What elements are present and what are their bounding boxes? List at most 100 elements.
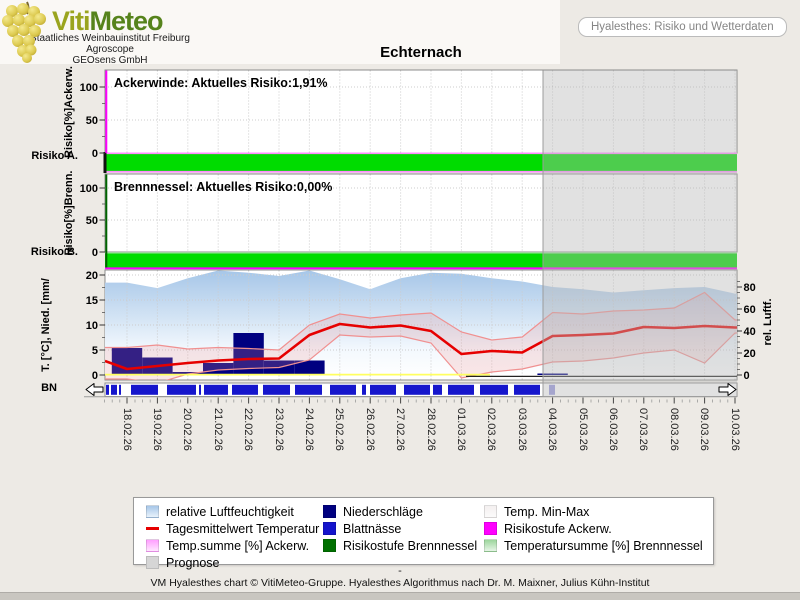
legend-column: Temp. Min-Max Risikostufe Ackerw. Temperat… xyxy=(484,503,703,554)
leaf-wetness-segment xyxy=(480,384,508,395)
logo-subtitle-block: Staatliches Weinbauinstitut Freiburg Agr… xyxy=(26,34,194,67)
temp-mean-line xyxy=(105,322,737,371)
legend-item: Tagesmittelwert Temperatur xyxy=(146,520,319,537)
svg-text:0: 0 xyxy=(92,370,98,382)
ackerwinde-chart-title: Ackerwinde: Aktuelles Risiko:1,91% xyxy=(114,76,328,90)
legend-item-label: relative Luftfeuchtigkeit xyxy=(166,504,294,519)
scroll-left-arrow[interactable] xyxy=(85,383,104,396)
leaf-wetness-segment xyxy=(106,384,109,395)
leaf-wetness-segment xyxy=(131,384,158,395)
pink-gradient-swatch-icon xyxy=(146,539,159,552)
legend-item: Temp. Min-Max xyxy=(484,503,703,520)
date-label: 07.03.26 xyxy=(637,408,650,451)
legend-item-label: Prognose xyxy=(166,555,220,570)
navy-swatch-icon xyxy=(323,505,336,518)
svg-text:40: 40 xyxy=(744,326,756,338)
legend-item: relative Luftfeuchtigkeit xyxy=(146,503,319,520)
svg-text:60: 60 xyxy=(744,304,756,316)
blue-swatch-icon xyxy=(323,522,336,535)
legend-item-label: Tagesmittelwert Temperatur xyxy=(166,521,320,536)
date-label: 22.02.26 xyxy=(242,408,255,451)
humidity-swatch-icon xyxy=(146,505,159,518)
app-logo-title: VitiMeteo xyxy=(52,6,164,37)
date-label: 19.02.26 xyxy=(150,408,163,451)
svg-text:100: 100 xyxy=(80,183,98,195)
scroll-right-arrow[interactable] xyxy=(718,383,737,396)
date-label: 21.02.26 xyxy=(211,408,224,451)
date-label: 27.02.26 xyxy=(394,408,407,451)
date-label: 02.03.26 xyxy=(485,408,498,451)
legend-item-label: Risikostufe Ackerw. xyxy=(504,521,612,536)
leaf-wetness-segment xyxy=(263,384,290,395)
svg-text:80: 80 xyxy=(744,282,756,294)
leaf-wetness-segment xyxy=(514,384,540,395)
legend-item: Prognose xyxy=(146,554,319,571)
date-label: 01.03.26 xyxy=(454,408,467,451)
leaf-wetness-segment xyxy=(362,384,366,395)
svg-text:20: 20 xyxy=(86,270,98,282)
svg-text:0: 0 xyxy=(92,148,98,160)
grape-logo-icon xyxy=(2,1,46,63)
footer-separator: - xyxy=(398,565,402,577)
precip-bar xyxy=(537,373,568,375)
leaf-wetness-segment xyxy=(199,384,201,395)
risk-strip-label-ackerwinde: Risiko A. xyxy=(31,150,78,162)
date-label: 08.03.26 xyxy=(667,408,680,451)
date-label: 24.02.26 xyxy=(302,408,315,451)
svg-text:0: 0 xyxy=(744,370,750,382)
legend-item: Temperatursumme [%] Brennnessel xyxy=(484,537,703,554)
leaf-wetness-forecast-segment xyxy=(549,384,555,395)
leaf-wetness-segment xyxy=(111,384,117,395)
svg-text:100: 100 xyxy=(80,82,98,94)
legend-item: Risikostufe Ackerw. xyxy=(484,520,703,537)
footer-credit: VM Hyalesthes chart © VitiMeteo-Gruppe. … xyxy=(150,577,650,589)
legend-item-label: Temp.summe [%] Ackerw. xyxy=(166,538,310,553)
magenta-swatch-icon xyxy=(484,522,497,535)
legend-column: relative Luftfeuchtigkeit Tagesmittelwert… xyxy=(146,503,319,571)
weather-y-axis-title-right: rel. Luftf. xyxy=(762,298,774,346)
red-line-swatch-icon xyxy=(146,527,159,530)
brand-meteo: Meteo xyxy=(89,6,164,36)
risk-strip-label-brennnessel: Risiko B. xyxy=(30,246,78,258)
chart-type-info-label: Hyalesthes: Risiko und Wetterdaten xyxy=(591,21,774,33)
precip-bar xyxy=(294,360,325,375)
legend-item: Risikostufe Brennnessel xyxy=(323,537,477,554)
leaf-wetness-segment xyxy=(370,384,396,395)
brennnessel-y-axis-title: Risiko[%]Brenn. xyxy=(63,170,75,256)
leaf-wetness-segment xyxy=(404,384,430,395)
chart-type-info-box: Hyalesthes: Risiko und Wetterdaten xyxy=(578,17,787,37)
legend-item-label: Temp. Min-Max xyxy=(504,504,590,519)
brand-viti: Viti xyxy=(52,6,91,36)
leaf-wetness-row-label: BN xyxy=(41,382,57,394)
leaf-wetness-segment xyxy=(204,384,228,395)
legend-column: Niederschläge Blattnässe Risikostufe Brenn… xyxy=(323,503,477,554)
date-label: 03.03.26 xyxy=(515,408,528,451)
legend-item: Blattnässe xyxy=(323,520,477,537)
legend-item-label: Blattnässe xyxy=(343,521,402,536)
org-line-2: Agroscope xyxy=(86,44,134,55)
svg-text:5: 5 xyxy=(92,345,98,357)
leaf-wetness-segment xyxy=(330,384,356,395)
risk-strip-ackerwinde xyxy=(105,153,737,172)
prognose-overlay xyxy=(543,70,737,397)
svg-text:50: 50 xyxy=(86,215,98,227)
legend-item: Niederschläge xyxy=(323,503,477,520)
darkgreen-swatch-icon xyxy=(323,539,336,552)
legend-item: Temp.summe [%] Ackerw. xyxy=(146,537,319,554)
ackerwinde-y-axis-title: Risiko[%]Ackerw. xyxy=(63,66,75,158)
date-label: 04.03.26 xyxy=(546,408,559,451)
lightgreen-gradient-swatch-icon xyxy=(484,539,497,552)
svg-text:0: 0 xyxy=(92,247,98,259)
date-label: 18.02.26 xyxy=(120,408,133,451)
svg-text:20: 20 xyxy=(744,348,756,360)
date-label: 05.03.26 xyxy=(576,408,589,451)
legend-item-label: Temperatursumme [%] Brennnessel xyxy=(504,538,703,553)
date-label: 10.03.26 xyxy=(728,408,741,451)
station-title: Echternach xyxy=(380,44,462,61)
precip-bar xyxy=(203,363,234,375)
header-background xyxy=(0,0,560,64)
risk-strip-brennnessel xyxy=(105,253,737,268)
window-bottom-edge xyxy=(0,592,800,600)
